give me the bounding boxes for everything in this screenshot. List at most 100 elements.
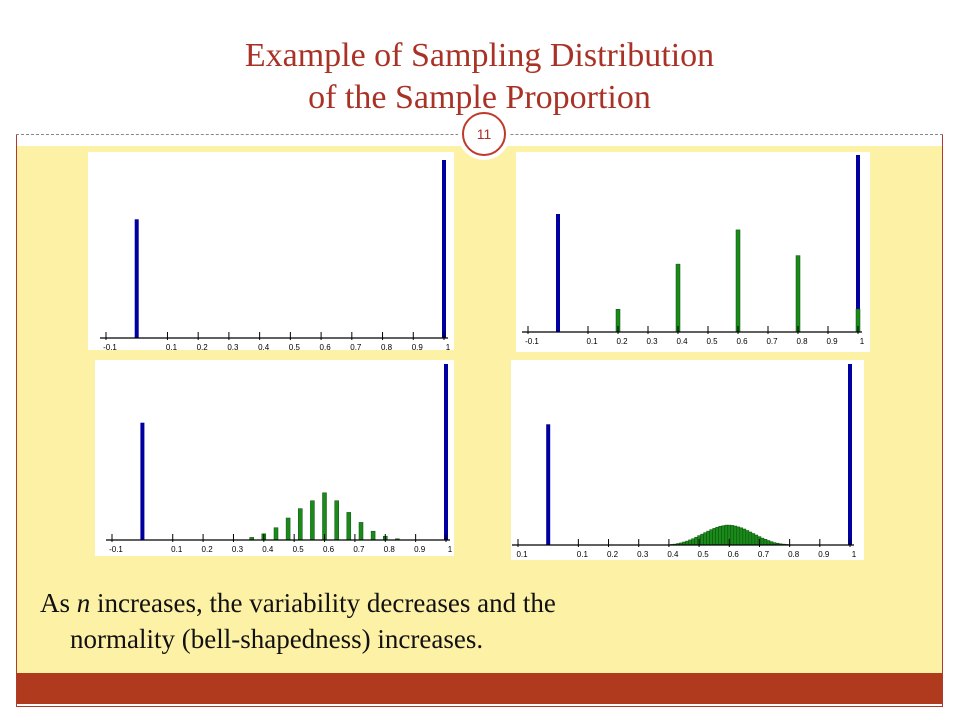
- chart-bottom-left: -0.1 0.1 0.2 0.3 0.4 0.5 0.6 0.7 0.8 0.9 1: [106, 364, 453, 554]
- chart-bottom-right: 0.1 0.1 0.2 0.3 0.4 0.5 0.6 0.7 0.8 0.9 1: [512, 364, 857, 559]
- x-tick-label: 0.7: [758, 550, 770, 559]
- chart-panel-bottom-left: -0.1 0.1 0.2 0.3 0.4 0.5 0.6 0.7 0.8 0.9 1: [95, 360, 454, 556]
- x-tick-label: 1: [448, 545, 453, 554]
- green-bar: [706, 530, 710, 546]
- blue-bar: [856, 155, 860, 332]
- green-bar: [795, 255, 801, 333]
- x-tick-label: 0.1: [586, 337, 598, 346]
- x-tick-label: 0.6: [320, 343, 332, 350]
- green-bar: [273, 527, 279, 541]
- green-bar: [675, 263, 681, 333]
- x-tick-label: 0.7: [353, 545, 365, 554]
- x-tick-label: 0.5: [293, 545, 305, 554]
- x-tick-label: 0.7: [766, 337, 778, 346]
- green-bar: [742, 528, 747, 546]
- x-tick-label: -0.1: [103, 343, 117, 350]
- x-tick-label: 0.1: [166, 343, 178, 350]
- x-tick-label: 0.9: [414, 545, 426, 554]
- green-bar: [346, 512, 352, 541]
- green-bar: [730, 525, 735, 546]
- green-bar: [694, 536, 698, 546]
- x-tick-label: 0.3: [232, 545, 244, 554]
- x-tick-label: 0.9: [818, 550, 830, 559]
- chart-top-left: -0.1 0.1 0.2 0.3 0.4 0.5 0.6 0.7 0.8 0.9 1: [100, 160, 451, 350]
- x-tick-label: 0.6: [728, 550, 740, 559]
- x-tick-label: 0.1: [516, 550, 528, 559]
- x-tick-label: 0.9: [412, 343, 424, 350]
- bottom-bar: [17, 673, 942, 704]
- green-bar: [322, 492, 327, 541]
- blue-bar: [556, 214, 560, 332]
- x-tick-label: 0.2: [616, 337, 628, 346]
- title-line-2: of the Sample Proportion: [308, 79, 651, 116]
- green-bar: [748, 531, 753, 546]
- blue-bar: [848, 364, 852, 545]
- green-bar: [691, 538, 695, 546]
- x-tick-label: 0.6: [323, 545, 335, 554]
- green-bar: [700, 533, 704, 546]
- caption-prefix: As: [40, 588, 77, 618]
- x-tick-label: 0.3: [646, 337, 658, 346]
- x-tick-label: 0.4: [667, 550, 679, 559]
- green-bar: [724, 524, 729, 546]
- green-bar: [715, 526, 719, 546]
- blue-bar: [546, 424, 551, 545]
- chart-panel-top-left: -0.1 0.1 0.2 0.3 0.4 0.5 0.6 0.7 0.8 0.9 1: [88, 152, 454, 350]
- x-tick-label: 0.8: [384, 545, 396, 554]
- blue-bar: [140, 422, 145, 540]
- x-tick-label: 0.5: [706, 337, 718, 346]
- green-bar: [709, 529, 713, 546]
- x-tick-label: 1: [860, 337, 865, 346]
- x-tick-label: 0.3: [227, 343, 239, 350]
- green-bar: [760, 537, 765, 546]
- x-tick-label: 0.7: [350, 343, 362, 350]
- green-bar: [766, 540, 771, 546]
- x-tick-label: -0.1: [109, 545, 123, 554]
- x-tick-label: -0.1: [525, 337, 539, 346]
- x-tick-label: 0.3: [637, 550, 649, 559]
- caption-line-1: As n increases, the variability decrease…: [40, 585, 900, 621]
- chart-panel-bottom-right: 0.1 0.1 0.2 0.3 0.4 0.5 0.6 0.7 0.8 0.9 1: [511, 360, 864, 560]
- green-bar: [298, 508, 303, 541]
- green-bar: [735, 229, 741, 333]
- green-bar: [721, 525, 725, 546]
- x-tick-label: 0.1: [171, 545, 183, 554]
- x-tick-label: 0.8: [796, 337, 808, 346]
- x-tick-label: 0.4: [258, 343, 270, 350]
- title-line-1: Example of Sampling Distribution: [244, 37, 715, 74]
- caption-variable: n: [76, 588, 91, 618]
- x-tick-label: 0.4: [262, 545, 274, 554]
- green-bar: [718, 526, 722, 546]
- x-tick-label: 0.4: [676, 337, 688, 346]
- x-tick-label: 0.5: [289, 343, 301, 350]
- green-bar: [763, 539, 768, 546]
- x-tick-label: 0.6: [736, 337, 748, 346]
- slide-number-badge: 11: [462, 112, 506, 156]
- x-tick-label: 1: [446, 343, 451, 350]
- x-tick-label: 0.2: [607, 550, 619, 559]
- green-bar: [285, 517, 291, 541]
- green-bar: [334, 500, 339, 541]
- green-bar: [310, 500, 315, 541]
- x-tick-label: 0.8: [381, 343, 393, 350]
- x-tick-label: 0.9: [826, 337, 838, 346]
- green-bar: [358, 522, 364, 541]
- slide-title: Example of Sampling Distribution of the …: [16, 35, 943, 119]
- caption-line-2: normality (bell-shapedness) increases.: [70, 624, 484, 654]
- green-bar: [751, 533, 756, 546]
- green-bar: [712, 528, 716, 546]
- blue-bar: [444, 364, 448, 540]
- x-tick-label: 0.2: [202, 545, 214, 554]
- caption: As n increases, the variability decrease…: [40, 585, 900, 657]
- green-bar: [703, 532, 707, 546]
- blue-bar: [134, 219, 139, 338]
- blue-bar: [442, 160, 446, 338]
- green-bar: [745, 530, 750, 546]
- x-tick-label: 0.1: [577, 550, 589, 559]
- x-tick-label: 0.2: [197, 343, 209, 350]
- x-tick-label: 1: [852, 550, 857, 559]
- green-bar: [733, 525, 738, 546]
- chart-top-right: -0.1 0.1 0.2 0.3 0.4 0.5 0.6 0.7 0.8 0.9 1: [522, 155, 865, 346]
- caption-text: increases, the variability decreases and…: [90, 588, 556, 618]
- green-bar: [739, 527, 744, 546]
